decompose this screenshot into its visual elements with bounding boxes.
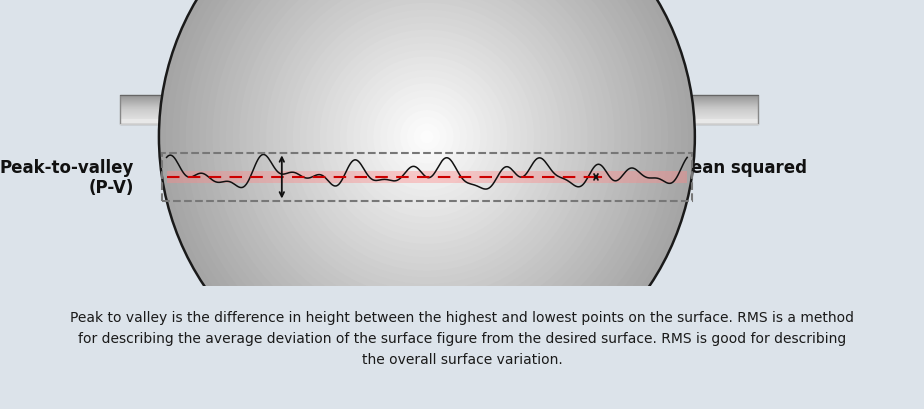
Text: Root mean squared
RMS: Root mean squared RMS	[624, 158, 807, 197]
Bar	[166, 172, 687, 183]
Ellipse shape	[320, 31, 534, 244]
Ellipse shape	[213, 0, 641, 351]
Bar	[120, 100, 758, 101]
Ellipse shape	[200, 0, 654, 365]
Ellipse shape	[307, 17, 547, 258]
Ellipse shape	[400, 111, 454, 164]
Ellipse shape	[367, 77, 487, 198]
Ellipse shape	[159, 0, 695, 405]
Ellipse shape	[186, 0, 668, 378]
Ellipse shape	[260, 0, 594, 304]
Bar	[120, 98, 758, 99]
Ellipse shape	[394, 104, 460, 171]
Ellipse shape	[239, 0, 614, 324]
Bar	[120, 114, 758, 115]
Bar	[120, 122, 758, 123]
Bar	[120, 97, 758, 98]
Bar	[120, 112, 758, 113]
Ellipse shape	[286, 0, 567, 278]
Ellipse shape	[246, 0, 608, 318]
Ellipse shape	[360, 71, 494, 204]
Bar	[120, 123, 758, 124]
Ellipse shape	[387, 97, 468, 178]
Ellipse shape	[299, 11, 554, 264]
Ellipse shape	[407, 117, 447, 157]
Ellipse shape	[334, 44, 521, 231]
Ellipse shape	[353, 64, 501, 211]
Bar	[120, 111, 758, 112]
Bar	[120, 96, 758, 124]
Ellipse shape	[340, 51, 514, 224]
Ellipse shape	[266, 0, 588, 298]
Ellipse shape	[380, 91, 474, 184]
Ellipse shape	[414, 124, 441, 151]
Bar	[120, 120, 758, 121]
Bar	[120, 106, 758, 107]
Ellipse shape	[373, 84, 480, 191]
Ellipse shape	[192, 0, 662, 371]
Text: Peak-to-valley
(P-V): Peak-to-valley (P-V)	[0, 158, 134, 197]
Ellipse shape	[326, 37, 528, 238]
Ellipse shape	[219, 0, 635, 345]
Bar	[120, 119, 758, 120]
Bar	[120, 109, 758, 110]
Ellipse shape	[173, 0, 682, 391]
Bar	[162, 153, 692, 202]
Bar	[120, 108, 758, 109]
Bar	[120, 103, 758, 104]
Ellipse shape	[279, 0, 575, 284]
Bar	[120, 116, 758, 117]
Bar	[120, 104, 758, 106]
Ellipse shape	[179, 0, 675, 385]
Bar	[120, 101, 758, 103]
Text: Peak to valley is the difference in height between the highest and lowest points: Peak to valley is the difference in heig…	[70, 310, 854, 366]
Bar	[120, 113, 758, 114]
Bar	[120, 118, 758, 119]
Ellipse shape	[313, 24, 541, 251]
Ellipse shape	[226, 0, 628, 338]
Ellipse shape	[206, 0, 648, 358]
Ellipse shape	[253, 0, 601, 311]
Bar	[120, 110, 758, 111]
Bar	[120, 96, 758, 97]
Bar	[120, 99, 758, 100]
Ellipse shape	[346, 57, 507, 218]
Bar	[120, 107, 758, 108]
Bar	[120, 115, 758, 116]
Ellipse shape	[420, 131, 433, 144]
Bar	[120, 117, 758, 118]
Ellipse shape	[165, 0, 688, 398]
Ellipse shape	[293, 4, 561, 271]
Ellipse shape	[273, 0, 581, 291]
Ellipse shape	[233, 0, 621, 331]
